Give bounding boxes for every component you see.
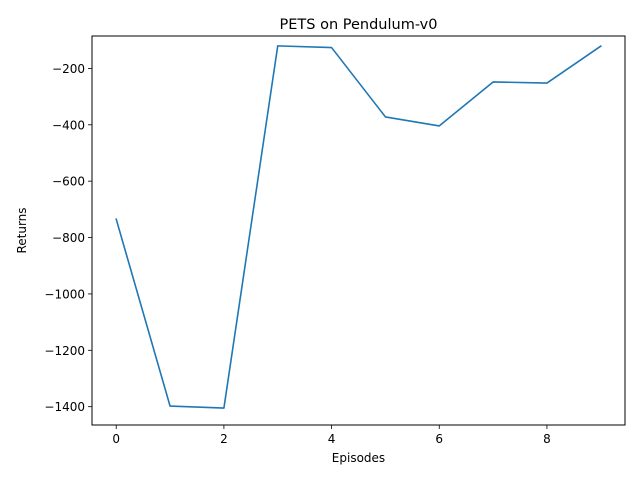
x-tick-label: 4	[328, 432, 336, 446]
y-tick-label: −200	[52, 62, 85, 76]
x-tick-label: 2	[220, 432, 228, 446]
x-axis-label: Episodes	[332, 451, 385, 465]
chart-title: PETS on Pendulum-v0	[280, 17, 438, 33]
ticks-layer: 0 2 4 6 8 −1400 −1200 −1000 −800 −600 −400 −200	[44, 62, 550, 446]
y-tick-label: −1400	[44, 400, 85, 414]
y-tick-label: −800	[52, 231, 85, 245]
series-line	[115, 45, 602, 409]
y-tick-label: −1200	[44, 344, 85, 358]
y-axis-label: Returns	[15, 207, 29, 253]
y-tick-label: −400	[52, 118, 85, 132]
y-tick-label: −600	[52, 175, 85, 189]
y-tick-label: −1000	[44, 287, 85, 301]
x-tick-label: 8	[543, 432, 551, 446]
axes-frame	[91, 35, 626, 426]
x-tick-label: 0	[112, 432, 120, 446]
series-layer	[115, 45, 602, 409]
x-tick-label: 6	[435, 432, 443, 446]
